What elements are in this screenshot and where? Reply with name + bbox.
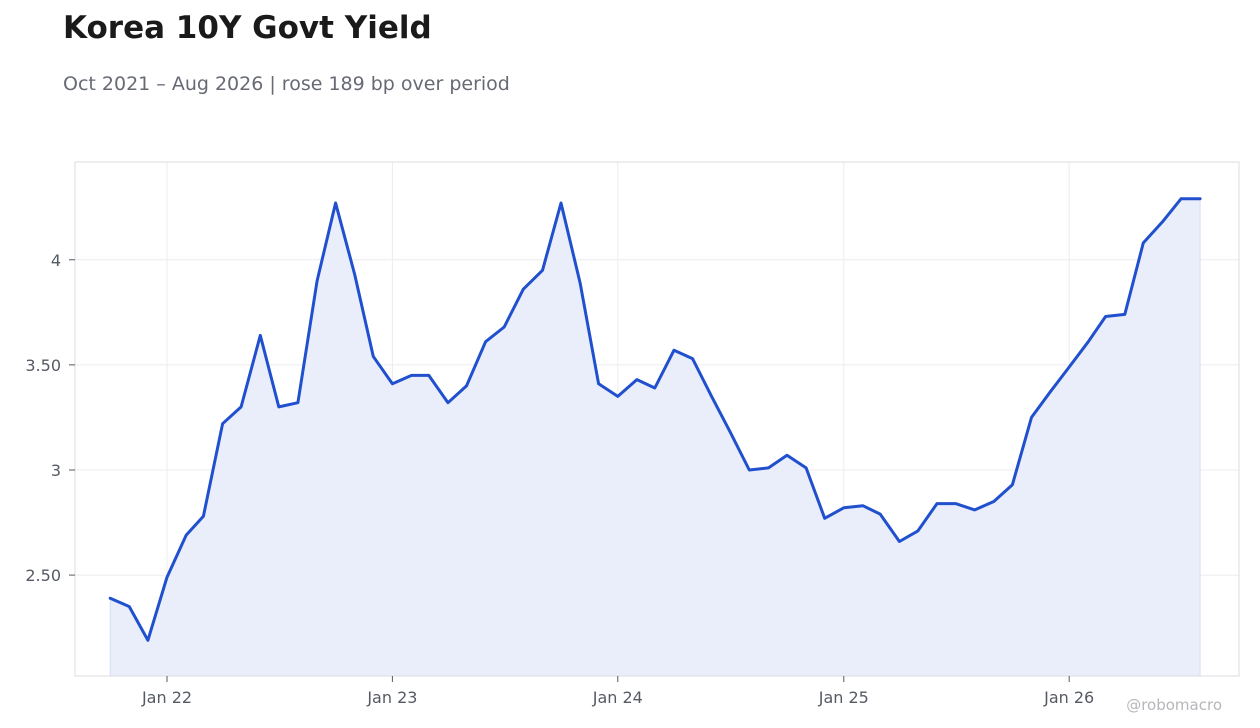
y-tick-label: 3.50	[25, 356, 61, 375]
y-axis-ticks: 2.50 3 3.50 4	[25, 251, 75, 585]
x-tick-label: Jan 23	[366, 688, 417, 707]
x-axis-ticks: Jan 22 Jan 23 Jan 24 Jan 25 Jan 26	[141, 676, 1094, 707]
x-tick-label: Jan 26	[1043, 688, 1094, 707]
y-tick-label: 4	[51, 251, 61, 270]
x-tick-label: Jan 25	[818, 688, 869, 707]
series-line	[108, 197, 1202, 642]
y-tick-label: 3	[51, 461, 61, 480]
watermark: @robomacro	[1126, 696, 1222, 714]
series-line-path	[108, 197, 1202, 642]
series-area	[109, 198, 1201, 677]
chart-title: Korea 10Y Govt Yield	[63, 10, 432, 46]
x-tick-label: Jan 24	[592, 688, 643, 707]
area-fill	[109, 198, 1201, 677]
plot-frame	[74, 161, 1240, 677]
x-tick-label: Jan 22	[141, 688, 192, 707]
chart-subtitle: Oct 2021 – Aug 2026 | rose 189 bp over p…	[63, 73, 510, 95]
y-tick-label: 2.50	[25, 566, 61, 585]
